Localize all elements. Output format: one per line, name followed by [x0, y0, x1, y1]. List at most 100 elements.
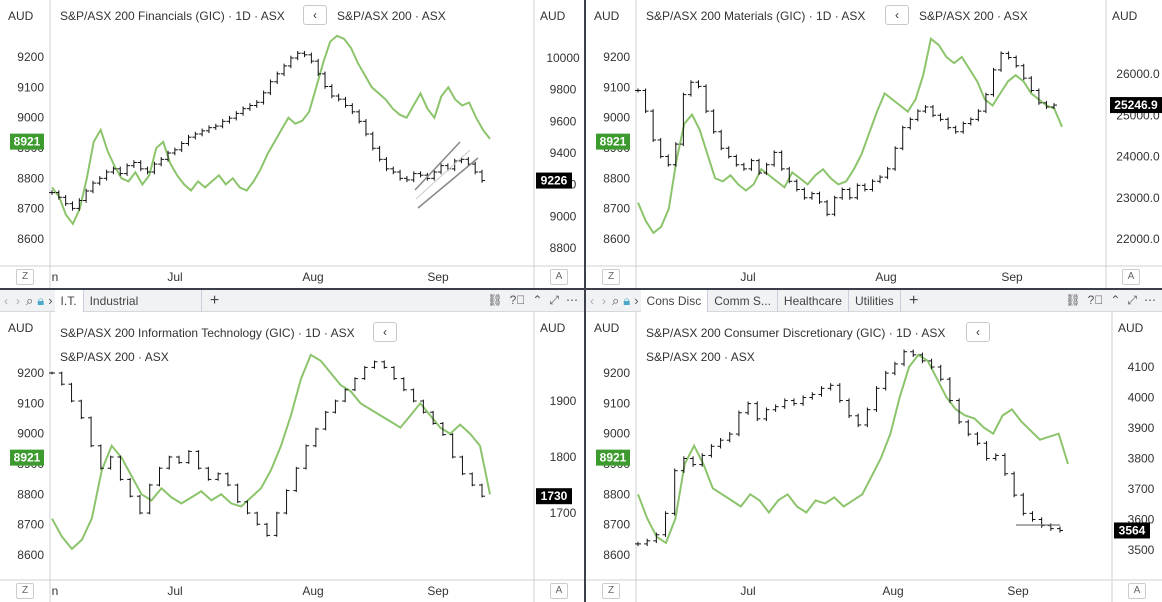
price-bar [708, 444, 715, 458]
price-bar [763, 162, 770, 175]
vertical-divider[interactable] [584, 0, 586, 602]
help-icon[interactable]: ?⃝ [1087, 293, 1104, 307]
chart-panel-consdisc[interactable]: ‹ › ⌕ 🔒︎ › Cons Disc Comm S... Healthcare Utilit… [586, 290, 1162, 602]
chart-panel-financials[interactable]: 9200910090008900880087008600100009800960… [0, 0, 584, 288]
collapse-legend-button[interactable]: ‹ [303, 5, 327, 25]
chart-svg[interactable]: 920091009000890088008700860026000.025000… [586, 0, 1162, 288]
left-axis-tick: 8700 [603, 518, 630, 532]
tab-utilities[interactable]: Utilities [849, 290, 901, 312]
collapse-icon[interactable]: ⌃ [1110, 293, 1121, 307]
compare-price-badge: 8921 [10, 449, 44, 466]
chevron-right-icon[interactable]: › [634, 293, 639, 308]
auto-scale-button[interactable]: A [1128, 583, 1146, 599]
price-bar [117, 166, 124, 176]
price-bar [76, 198, 83, 211]
chart-svg[interactable]: 9200910090008900880087008600100009800960… [0, 0, 584, 288]
next-arrow-icon[interactable]: › [602, 293, 606, 308]
search-icon[interactable]: ⌕ [612, 292, 620, 308]
chart-title[interactable]: S&P/ASX 200 Financials (GIC) · 1D · ASX [60, 9, 285, 23]
price-bar [78, 399, 85, 420]
chart-title[interactable]: S&P/ASX 200 Materials (GIC) · 1D · ASX [646, 9, 866, 23]
left-axis-tick: 8800 [603, 487, 630, 501]
price-bar [322, 71, 329, 89]
collapse-legend-button[interactable]: ‹ [373, 322, 397, 342]
collapse-icon[interactable]: ⌃ [532, 293, 543, 307]
right-axis-tick: 8800 [550, 241, 577, 255]
compare-series-label[interactable]: S&P/ASX 200 · ASX [646, 350, 755, 364]
svg-text:8921: 8921 [600, 135, 627, 149]
left-currency-label: AUD [594, 9, 620, 23]
price-bar [778, 150, 785, 171]
price-bar [1020, 63, 1027, 81]
link-icon[interactable]: ⛓︎ [487, 293, 503, 307]
zoom-reset-button[interactable]: Z [602, 269, 620, 285]
chart-title[interactable]: S&P/ASX 200 Information Technology (GIC)… [60, 326, 355, 340]
expand-icon[interactable]: ⤢ [549, 293, 559, 307]
left-axis-tick: 9200 [603, 50, 630, 64]
price-bar [854, 183, 861, 200]
price-bar [1013, 55, 1020, 68]
chart-panel-materials[interactable]: 920091009000890088008700860026000.025000… [586, 0, 1162, 288]
expand-icon[interactable]: ⤢ [1127, 293, 1137, 307]
tab-industrial[interactable]: Industrial [84, 290, 202, 312]
zoom-reset-button[interactable]: Z [602, 583, 620, 599]
x-axis-label: n [52, 270, 59, 284]
chart-svg[interactable]: 9200910090008900880087008600410040003900… [586, 290, 1162, 602]
price-bar [699, 453, 706, 467]
collapse-legend-button[interactable]: ‹ [885, 5, 909, 25]
collapse-legend-button[interactable]: ‹ [966, 322, 990, 342]
chart-title[interactable]: S&P/ASX 200 Consumer Discretionary (GIC)… [646, 326, 946, 340]
tab-comm-s-[interactable]: Comm S... [708, 290, 778, 312]
more-icon[interactable]: ⋯ [1144, 293, 1156, 307]
compare-series-label[interactable]: S&P/ASX 200 · ASX [60, 350, 169, 364]
price-bar [901, 349, 908, 367]
price-bar [199, 128, 206, 137]
auto-scale-button[interactable]: A [550, 269, 568, 285]
parallel-channel-drawing[interactable] [414, 141, 479, 209]
chart-panel-infotech[interactable]: ‹ › ⌕ 🔒︎ › I.T. Industrial + ⛓︎ ?⃝ ⌃ ⤢ ⋯ 9200 9100 9000… [0, 290, 584, 602]
search-icon[interactable]: ⌕ [26, 292, 34, 308]
zoom-reset-button[interactable]: Z [16, 269, 34, 285]
price-bar [165, 150, 172, 162]
tab-healthcare[interactable]: Healthcare [778, 290, 849, 312]
price-bar [451, 158, 458, 172]
tab-cons-disc[interactable]: Cons Disc [640, 290, 709, 312]
price-bar [96, 176, 103, 186]
more-icon[interactable]: ⋯ [566, 293, 578, 307]
svg-text:1730: 1730 [541, 489, 568, 503]
svg-text:9226: 9226 [541, 174, 568, 188]
compare-series-line [637, 353, 1069, 545]
price-bar [929, 105, 936, 118]
lock-icon[interactable]: 🔒︎ [623, 292, 631, 308]
price-bar [328, 84, 335, 99]
left-axis-tick: 9200 [603, 366, 630, 380]
chart-svg[interactable]: 9200910090008900880087008600190018001700… [0, 290, 584, 602]
right-axis-tick: 9800 [550, 83, 577, 97]
price-bar [1057, 526, 1063, 533]
horizontal-divider[interactable] [0, 288, 1162, 290]
price-bar [945, 117, 952, 130]
add-tab-button[interactable]: + [209, 291, 220, 309]
price-bar [97, 444, 104, 470]
link-icon[interactable]: ⛓︎ [1065, 293, 1081, 307]
price-bar [89, 180, 96, 194]
zoom-reset-button[interactable]: Z [16, 583, 34, 599]
help-icon[interactable]: ?⃝ [509, 293, 526, 307]
price-bar [403, 176, 410, 183]
chevron-right-icon[interactable]: › [48, 293, 53, 308]
next-arrow-icon[interactable]: › [16, 293, 20, 308]
compare-price-badge: 8921 [10, 133, 44, 150]
price-bar [998, 51, 1005, 72]
compare-series-label[interactable]: S&P/ASX 200 · ASX [337, 9, 446, 23]
auto-scale-button[interactable]: A [550, 583, 568, 599]
compare-series-label[interactable]: S&P/ASX 200 · ASX [919, 9, 1028, 23]
prev-arrow-icon[interactable]: ‹ [4, 293, 8, 308]
tab-i-t-[interactable]: I.T. [54, 290, 84, 312]
lock-icon[interactable]: 🔒︎ [37, 292, 45, 308]
price-bar [710, 109, 717, 134]
price-bar [907, 117, 914, 130]
prev-arrow-icon[interactable]: ‹ [590, 293, 594, 308]
auto-scale-button[interactable]: A [1122, 269, 1140, 285]
price-bar [342, 96, 349, 108]
add-tab-button[interactable]: + [908, 291, 919, 309]
